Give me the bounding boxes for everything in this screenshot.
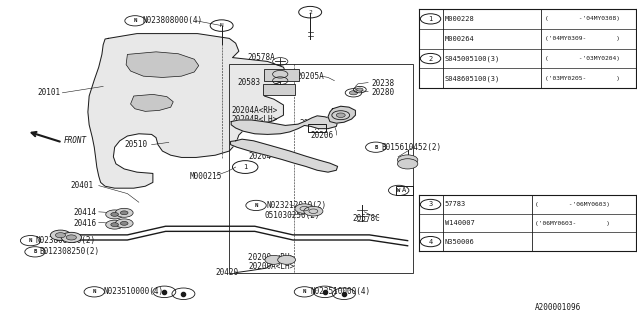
Text: N: N	[220, 23, 223, 28]
Text: 051030250(2): 051030250(2)	[264, 211, 320, 220]
Circle shape	[111, 212, 118, 216]
Text: N: N	[93, 289, 96, 294]
Text: B: B	[374, 145, 378, 150]
Circle shape	[265, 255, 283, 264]
Text: S048605100(3): S048605100(3)	[445, 75, 500, 82]
Polygon shape	[328, 106, 355, 123]
Circle shape	[106, 220, 124, 229]
Polygon shape	[88, 34, 287, 188]
Circle shape	[397, 159, 418, 169]
Text: N350006: N350006	[445, 239, 474, 244]
Circle shape	[336, 113, 345, 117]
Bar	[396, 186, 413, 195]
Text: N: N	[303, 289, 306, 294]
Text: B015610452(2): B015610452(2)	[381, 143, 441, 152]
Text: 20200 <RH>: 20200 <RH>	[248, 253, 294, 262]
Text: 4: 4	[428, 239, 433, 244]
Circle shape	[349, 91, 358, 95]
Text: N: N	[29, 238, 32, 243]
Text: A: A	[403, 188, 406, 193]
Text: 20420: 20420	[215, 268, 239, 277]
Circle shape	[278, 255, 296, 264]
Text: 20280: 20280	[371, 88, 394, 97]
Text: N023808000(2): N023808000(2)	[35, 236, 95, 245]
Text: 20583: 20583	[237, 78, 260, 87]
Polygon shape	[230, 139, 337, 172]
Text: 20578C: 20578C	[352, 214, 380, 223]
Text: 1: 1	[428, 16, 433, 22]
Text: M000264: M000264	[445, 36, 474, 42]
Text: 20401: 20401	[70, 181, 93, 190]
Text: 20204: 20204	[248, 152, 271, 161]
Text: N023212010(2): N023212010(2)	[266, 201, 326, 210]
Text: N023510000(4): N023510000(4)	[103, 287, 163, 296]
Circle shape	[66, 235, 76, 240]
Circle shape	[56, 233, 66, 238]
Circle shape	[295, 204, 314, 213]
Text: (        -'03MY0204): ( -'03MY0204)	[545, 56, 620, 61]
Text: N: N	[133, 18, 137, 23]
Text: 57783: 57783	[445, 202, 466, 207]
Text: (        -'06MY0603): ( -'06MY0603)	[535, 202, 610, 207]
Text: 20205: 20205	[300, 119, 323, 128]
Text: (        -'04MY0308): ( -'04MY0308)	[545, 16, 620, 21]
Bar	[308, 124, 326, 132]
Text: N023808000(4): N023808000(4)	[142, 16, 202, 25]
Bar	[264, 69, 300, 81]
Text: 2: 2	[428, 56, 433, 61]
Text: ('06MY0603-        ): ('06MY0603- )	[535, 220, 610, 226]
Text: A200001096: A200001096	[535, 303, 581, 312]
Text: W140007: W140007	[445, 220, 474, 226]
Text: 20416: 20416	[73, 220, 97, 228]
Text: M000228: M000228	[445, 16, 474, 22]
Text: B012308250(2): B012308250(2)	[40, 247, 100, 256]
Text: A: A	[315, 125, 319, 131]
Polygon shape	[126, 52, 198, 77]
Text: 20578A: 20578A	[247, 53, 275, 62]
Circle shape	[120, 211, 128, 215]
Text: B: B	[33, 249, 36, 254]
Text: 20414: 20414	[73, 208, 97, 217]
Circle shape	[356, 88, 363, 91]
Circle shape	[111, 223, 118, 227]
Circle shape	[61, 232, 81, 243]
Text: 20238: 20238	[371, 79, 394, 88]
Polygon shape	[231, 116, 337, 134]
Circle shape	[51, 230, 70, 240]
Polygon shape	[131, 94, 173, 111]
Text: 20200A<LH>: 20200A<LH>	[248, 262, 294, 271]
Text: 20205A: 20205A	[296, 72, 324, 81]
Text: 1: 1	[243, 164, 247, 170]
Text: M000215: M000215	[190, 172, 222, 180]
Text: N: N	[255, 203, 258, 208]
Text: 20510: 20510	[124, 140, 147, 149]
Text: 3: 3	[428, 202, 433, 207]
Text: W: W	[397, 188, 401, 193]
Text: 20204B<LH>: 20204B<LH>	[231, 115, 278, 124]
Text: ('03MY0205-        ): ('03MY0205- )	[545, 76, 620, 81]
Text: 20101: 20101	[37, 88, 60, 97]
Text: S045005100(3): S045005100(3)	[445, 55, 500, 62]
Text: 20204A<RH>: 20204A<RH>	[231, 106, 278, 115]
Text: 2: 2	[308, 10, 312, 15]
Circle shape	[115, 208, 133, 217]
Text: 20206: 20206	[311, 131, 334, 140]
Text: ('04MY0309-        ): ('04MY0309- )	[545, 36, 620, 41]
Circle shape	[397, 155, 418, 165]
Circle shape	[304, 206, 323, 216]
Bar	[263, 84, 295, 95]
Circle shape	[106, 210, 124, 219]
Text: FRONT: FRONT	[64, 136, 87, 145]
Circle shape	[115, 219, 133, 228]
Circle shape	[120, 221, 128, 225]
Text: N023510000(4): N023510000(4)	[311, 287, 371, 296]
